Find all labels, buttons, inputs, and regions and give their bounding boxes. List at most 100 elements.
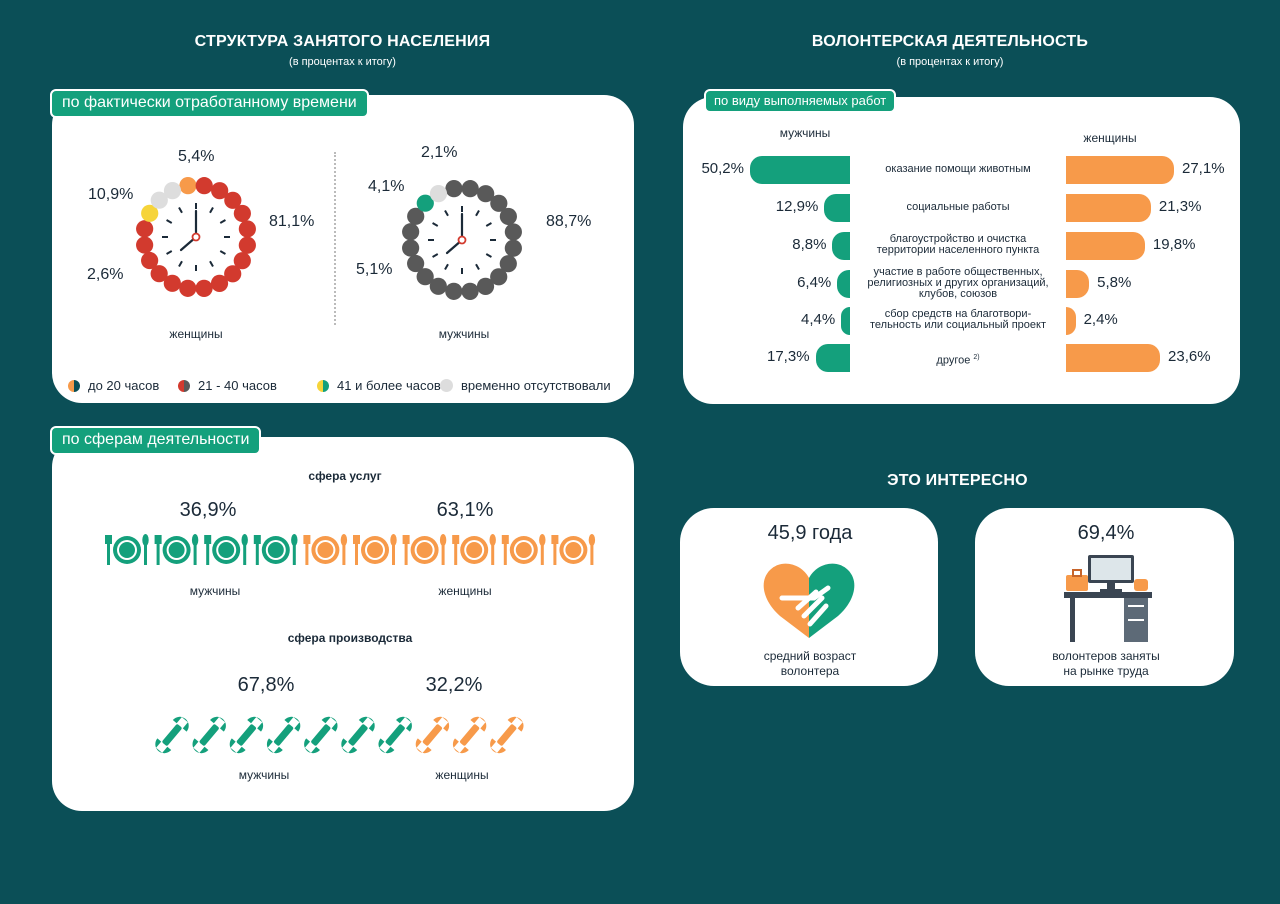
volunteer-bar-women <box>1066 307 1076 335</box>
clock-dot-до-20-часов <box>179 177 197 195</box>
left-header-title: СТРУКТУРА ЗАНЯТОГО НАСЕЛЕНИЯ <box>194 33 491 50</box>
clock-dot-21---40-часов <box>499 255 517 273</box>
clock-dot-21---40-часов <box>490 194 508 212</box>
production-women-pct: 32,2% <box>425 674 483 696</box>
clock-tick <box>475 210 480 217</box>
wrench-icon-men <box>378 716 412 754</box>
clock-dot-21---40-часов <box>224 191 242 209</box>
clock-tick <box>209 207 214 214</box>
volunteer-women-header: женщины <box>1083 131 1137 145</box>
services-women-label: женщины <box>438 584 492 598</box>
age-caption-line1: средний возраст <box>763 649 857 663</box>
clock-dot-21---40-часов <box>211 182 229 200</box>
legend-standard-icon <box>178 379 190 392</box>
volunteer-women-value: 27,1% <box>1182 160 1225 177</box>
time-panel-tab: по фактически отработанному времени <box>50 89 369 118</box>
clock-tick <box>432 222 439 227</box>
production-women-label: женщины <box>435 768 489 782</box>
volunteer-category-line: сбор средств на благотвори- <box>884 308 1032 320</box>
clock-tick <box>475 263 480 270</box>
clock-dot-21---40-часов <box>238 220 256 238</box>
clock-dot-21---40-часов <box>445 180 463 198</box>
volunteer-category-line: территории населенного пункта <box>876 244 1040 256</box>
clock-dot-21---40-часов <box>416 268 434 286</box>
clock-dot-21---40-часов <box>233 252 251 270</box>
women-pct-short: 5,4% <box>178 148 215 165</box>
clock-dot-21---40-часов <box>445 282 463 300</box>
clock-dot-41-и-более-часов <box>141 204 159 222</box>
legend-absent-label: временно отсутствовали <box>461 378 611 393</box>
women-clock-label: женщины <box>169 327 223 341</box>
handshake-heart-icon <box>763 563 855 638</box>
volunteer-men-header: мужчины <box>779 126 831 140</box>
clock-dot-21---40-часов <box>141 251 159 270</box>
volunteer-bar-men <box>824 194 850 222</box>
clock-dot-21---40-часов <box>195 177 213 195</box>
clock-tick <box>166 219 173 224</box>
wrench-icon-women <box>490 716 524 754</box>
volunteer-category-line: участие в работе общественных, <box>873 265 1043 278</box>
volunteer-category-line: другое 2) <box>936 353 980 367</box>
volunteer-men-value: 17,3% <box>767 348 810 365</box>
dish-icon-women <box>452 534 496 565</box>
volunteer-women-value: 2,4% <box>1083 311 1118 328</box>
clock-dot-21---40-часов <box>477 185 495 203</box>
clock-dot-21---40-часов <box>163 274 181 292</box>
clock-dot-21---40-часов <box>407 207 425 225</box>
volunteer-women-value: 19,8% <box>1152 236 1196 253</box>
wrench-icon-men <box>155 716 189 754</box>
volunteer-women-value: 5,8% <box>1097 274 1132 291</box>
clock-dot-21---40-часов <box>136 220 154 238</box>
sphere-panel-tab: по сферам деятельности <box>50 426 262 455</box>
clock-tick <box>485 253 492 258</box>
clock-tick <box>209 260 214 267</box>
clock-women <box>136 177 256 297</box>
legend-long-icon <box>317 379 329 392</box>
clock-dot-временно-отсутствовали <box>150 191 168 209</box>
production-men-pct: 67,8% <box>237 674 295 696</box>
volunteer-bar-women <box>1066 232 1145 260</box>
legend-short-icon <box>68 379 80 392</box>
clock-dot-21---40-часов <box>238 236 256 254</box>
clock-dot-21---40-часов <box>136 236 154 254</box>
legend-item-short: до 20 часов <box>68 378 159 393</box>
volunteer-women-value: 21,3% <box>1158 198 1202 215</box>
volunteer-category-line: клубов, союзов <box>918 287 998 300</box>
men-pct-standard: 88,7% <box>546 213 592 230</box>
right-header-subtitle: (в процентах к итогу) <box>896 56 1004 68</box>
services-title: сфера услуг <box>308 469 382 483</box>
clock-tick <box>178 260 183 267</box>
volunteer-panel-tab: по виду выполняемых работ <box>704 89 897 113</box>
clock-tick <box>166 250 173 255</box>
clock-dot-21---40-часов <box>429 277 447 295</box>
dish-icon-women <box>353 534 397 565</box>
clock-dot-21---40-часов <box>499 207 517 226</box>
volunteer-bar-men <box>815 344 850 372</box>
women-pct-absent: 10,9% <box>88 186 134 203</box>
legend-item-absent: временно отсутствовали <box>440 378 611 393</box>
clock-center <box>457 235 467 245</box>
volunteer-bar-women <box>1066 344 1161 372</box>
clock-dot-21---40-часов <box>490 268 508 286</box>
volunteer-category-line: социальные работы <box>906 200 1010 213</box>
clock-dot-временно-отсутствовали <box>163 182 182 200</box>
men-pct-short: 2,1% <box>421 144 458 161</box>
volunteer-category-line: религиозных и других организаций, <box>867 276 1049 289</box>
employed-caption-line2: на рынке труда <box>1063 664 1149 678</box>
clock-tick <box>432 253 439 258</box>
volunteer-category-line: оказание помощи животным <box>885 162 1031 175</box>
clock-dot-21---40-часов <box>233 204 251 223</box>
dish-icon-men <box>204 534 248 565</box>
clock-dot-41-и-более-часов <box>416 194 434 212</box>
clock-tick <box>444 263 449 270</box>
clock-dot-21---40-часов <box>210 274 229 292</box>
clock-tick <box>485 222 492 227</box>
volunteer-bar-men <box>841 307 850 335</box>
clock-dot-21---40-часов <box>224 265 242 283</box>
clock-tick <box>219 219 226 224</box>
men-pct-absent: 4,1% <box>368 178 405 195</box>
women-pct-long: 2,6% <box>87 266 124 283</box>
wrench-icon-women <box>452 716 487 754</box>
dish-icon-women <box>402 534 447 565</box>
clock-men <box>402 180 522 300</box>
